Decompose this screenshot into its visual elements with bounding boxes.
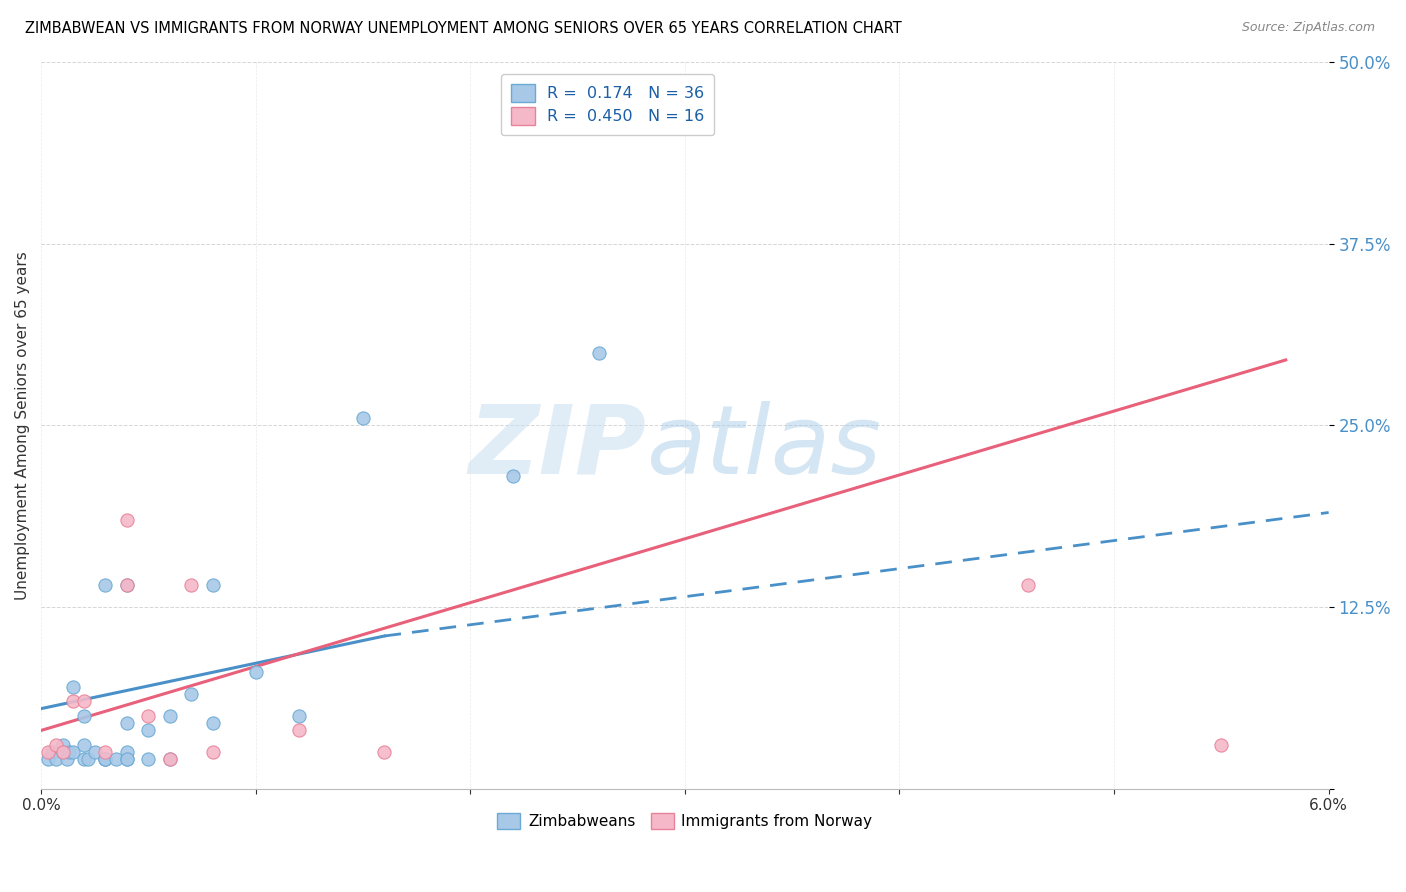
Point [373,745,395,759]
Point [159,709,181,723]
Point [159,752,181,766]
Y-axis label: Unemployment Among Seniors over 65 years: Unemployment Among Seniors over 65 years [15,251,30,599]
Point [201,745,224,759]
Point [352,411,374,425]
Point [287,723,309,738]
Point [94,752,117,766]
Point [37,745,59,759]
Point [115,752,138,766]
Point [180,578,202,592]
Point [245,665,267,680]
Text: ZIMBABWEAN VS IMMIGRANTS FROM NORWAY UNEMPLOYMENT AMONG SENIORS OVER 65 YEARS CO: ZIMBABWEAN VS IMMIGRANTS FROM NORWAY UNE… [25,21,903,36]
Point [287,709,309,723]
Point [201,578,224,592]
Point [58,745,80,759]
Point [73,694,96,708]
Point [73,752,96,766]
Point [52,745,75,759]
Point [138,709,160,723]
Text: Source: ZipAtlas.com: Source: ZipAtlas.com [1241,21,1375,34]
Point [94,745,117,759]
Point [73,709,96,723]
Point [94,578,117,592]
Point [115,745,138,759]
Point [1211,738,1233,752]
Legend: Zimbabweans, Immigrants from Norway: Zimbabweans, Immigrants from Norway [491,806,879,836]
Point [83,745,105,759]
Point [45,752,67,766]
Point [62,680,84,694]
Point [502,469,524,483]
Point [73,738,96,752]
Point [52,745,75,759]
Point [138,723,160,738]
Point [1017,578,1039,592]
Text: ZIP: ZIP [468,401,647,493]
Point [115,752,138,766]
Point [138,752,160,766]
Point [37,752,59,766]
Point [180,687,202,701]
Point [77,752,100,766]
Point [52,738,75,752]
Point [62,745,84,759]
Point [94,752,117,766]
Point [115,578,138,592]
Point [105,752,128,766]
Point [56,752,79,766]
Point [41,745,63,759]
Point [62,694,84,708]
Text: atlas: atlas [647,401,882,493]
Point [115,513,138,527]
Point [159,752,181,766]
Point [94,752,117,766]
Point [45,738,67,752]
Point [115,716,138,731]
Point [115,578,138,592]
Point [201,716,224,731]
Point [588,345,610,359]
